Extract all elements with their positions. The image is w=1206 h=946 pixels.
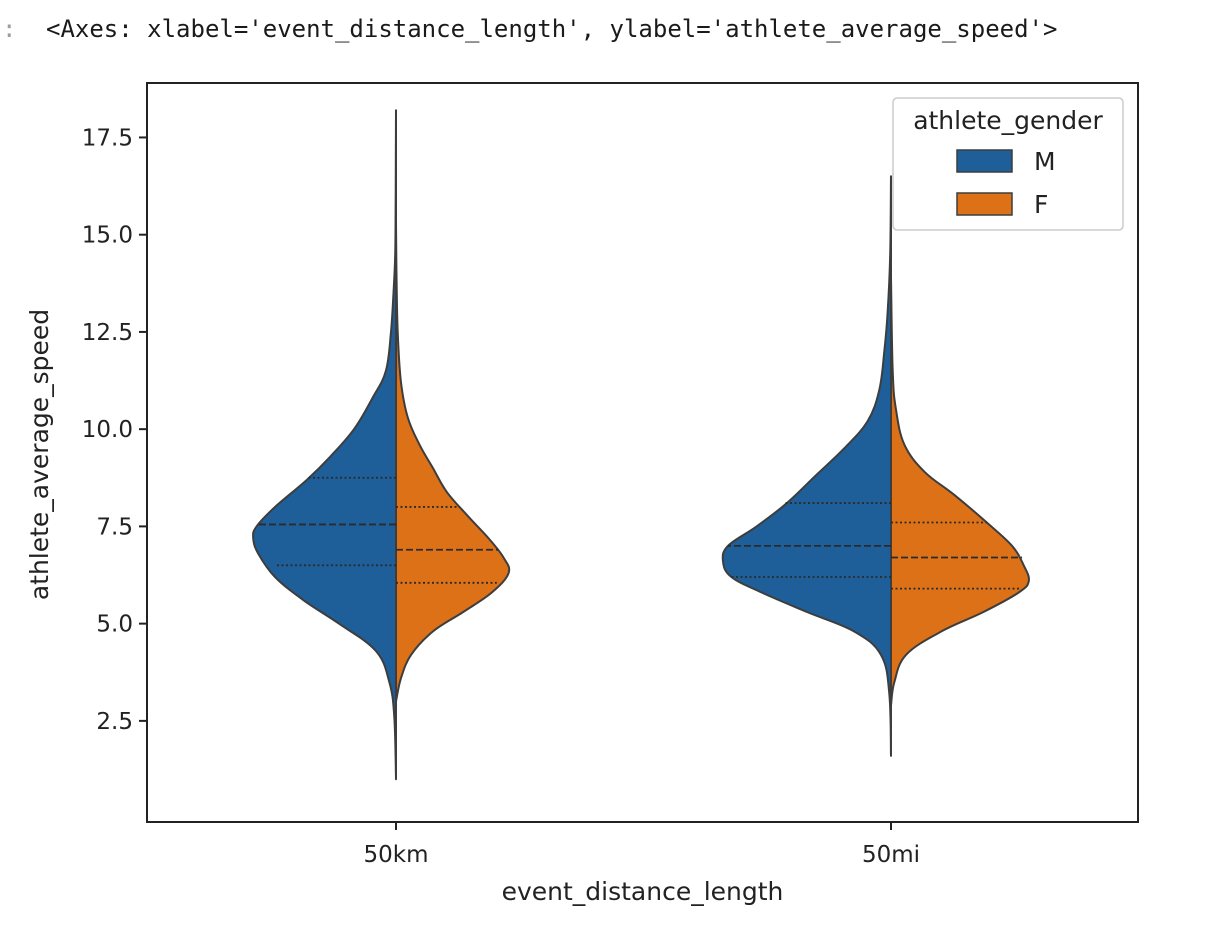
x-tick-label: 50mi — [862, 842, 920, 868]
violin-f-50mi — [890, 276, 1030, 707]
legend-swatch-f — [956, 192, 1013, 216]
plot-frame — [146, 82, 1139, 823]
axes-repr-output: <Axes: xlabel='event_distance_length', y… — [46, 15, 1058, 43]
y-tick-label: 5.0 — [96, 612, 133, 638]
quartile-lines-layer — [258, 476, 1023, 590]
y-tick-label: 15.0 — [82, 223, 133, 249]
y-axis-label: athlete_average_speed — [25, 309, 54, 600]
y-tick-label: 7.5 — [96, 514, 133, 540]
legend-title: athlete_gender — [913, 106, 1103, 135]
y-tick-label: 10.0 — [82, 417, 133, 443]
legend-label-m: M — [1034, 147, 1056, 176]
legend-label-f: F — [1034, 190, 1048, 219]
y-tick-label: 12.5 — [82, 320, 133, 346]
violins-layer — [252, 109, 1030, 781]
legend-entries: MF — [956, 147, 1056, 219]
y-tick-label: 17.5 — [82, 125, 133, 151]
y-axis-ticks: 2.5 5.0 7.5 10.0 12.5 15.0 17.5 — [82, 125, 147, 735]
y-tick-label: 2.5 — [96, 709, 133, 735]
x-tick-label: 50km — [364, 842, 429, 868]
violin-f-50km — [395, 222, 511, 703]
violin-m-50mi — [721, 175, 892, 757]
x-axis-label: event_distance_length — [502, 877, 784, 906]
legend-swatch-m — [956, 149, 1013, 173]
cell-prompt: : — [2, 15, 17, 43]
violin-m-50km — [252, 109, 397, 781]
legend: athlete_gender MF — [892, 97, 1124, 231]
x-axis-ticks: 50km 50mi — [364, 822, 920, 868]
